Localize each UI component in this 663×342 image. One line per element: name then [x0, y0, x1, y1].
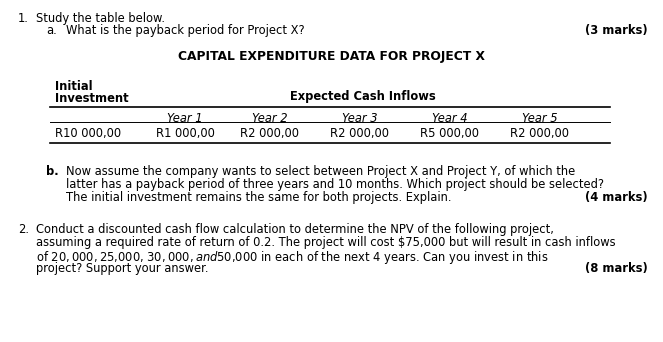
Text: project? Support your answer.: project? Support your answer. [36, 262, 208, 275]
Text: 2.: 2. [18, 223, 29, 236]
Text: R1 000,00: R1 000,00 [156, 127, 214, 140]
Text: (3 marks): (3 marks) [585, 24, 648, 37]
Text: Year 3: Year 3 [342, 112, 378, 125]
Text: Now assume the company wants to select between Project X and Project Y, of which: Now assume the company wants to select b… [66, 165, 575, 178]
Text: 1.: 1. [18, 12, 29, 25]
Text: R2 000,00: R2 000,00 [511, 127, 570, 140]
Text: Year 5: Year 5 [522, 112, 558, 125]
Text: assuming a required rate of return of 0.2. The project will cost $75,000 but wil: assuming a required rate of return of 0.… [36, 236, 616, 249]
Text: of $20,000, $25,000, $30,000, and $50,000 in each of the next 4 years. Can you i: of $20,000, $25,000, $30,000, and $50,00… [36, 249, 548, 266]
Text: The initial investment remains the same for both projects. Explain.: The initial investment remains the same … [66, 191, 452, 204]
Text: latter has a payback period of three years and 10 months. Which project should b: latter has a payback period of three yea… [66, 178, 604, 191]
Text: Year 2: Year 2 [252, 112, 288, 125]
Text: (4 marks): (4 marks) [585, 191, 648, 204]
Text: Expected Cash Inflows: Expected Cash Inflows [290, 90, 436, 103]
Text: Year 1: Year 1 [167, 112, 203, 125]
Text: Conduct a discounted cash flow calculation to determine the NPV of the following: Conduct a discounted cash flow calculati… [36, 223, 554, 236]
Text: a.: a. [46, 24, 57, 37]
Text: CAPITAL EXPENDITURE DATA FOR PROJECT X: CAPITAL EXPENDITURE DATA FOR PROJECT X [178, 50, 485, 63]
Text: Investment: Investment [55, 92, 129, 105]
Text: R5 000,00: R5 000,00 [420, 127, 479, 140]
Text: What is the payback period for Project X?: What is the payback period for Project X… [66, 24, 304, 37]
Text: Year 4: Year 4 [432, 112, 468, 125]
Text: Study the table below.: Study the table below. [36, 12, 165, 25]
Text: (8 marks): (8 marks) [585, 262, 648, 275]
Text: R2 000,00: R2 000,00 [330, 127, 389, 140]
Text: R10 000,00: R10 000,00 [55, 127, 121, 140]
Text: Initial: Initial [55, 80, 93, 93]
Text: b.: b. [46, 165, 58, 178]
Text: R2 000,00: R2 000,00 [241, 127, 300, 140]
